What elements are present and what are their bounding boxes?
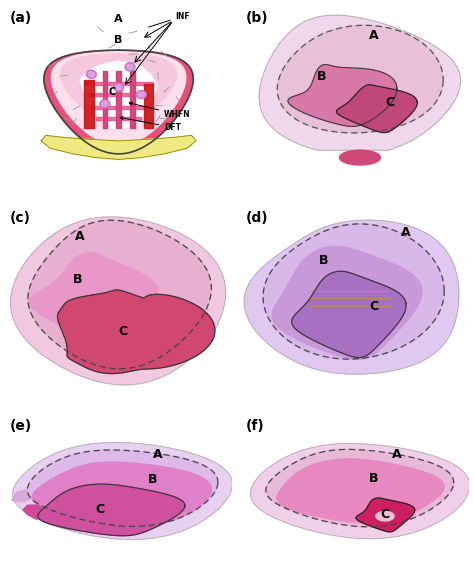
Text: C: C	[369, 300, 378, 313]
Text: C: C	[381, 508, 390, 520]
Polygon shape	[23, 505, 46, 519]
Polygon shape	[57, 290, 215, 373]
Polygon shape	[339, 150, 381, 165]
Polygon shape	[244, 220, 459, 374]
Polygon shape	[288, 65, 397, 126]
Polygon shape	[272, 246, 422, 359]
Polygon shape	[356, 498, 415, 532]
Polygon shape	[263, 224, 444, 359]
Polygon shape	[51, 52, 186, 145]
Text: B: B	[148, 473, 157, 486]
Polygon shape	[337, 85, 417, 133]
Polygon shape	[44, 50, 193, 154]
Text: A: A	[153, 448, 162, 461]
Text: B: B	[319, 253, 328, 267]
Polygon shape	[292, 271, 406, 358]
Text: (c): (c)	[9, 211, 30, 225]
Text: A: A	[392, 448, 401, 461]
Text: INF: INF	[148, 12, 190, 27]
Circle shape	[127, 64, 133, 69]
Circle shape	[138, 92, 145, 97]
Text: (f): (f)	[246, 418, 265, 433]
Polygon shape	[38, 484, 185, 536]
Polygon shape	[13, 443, 232, 539]
Polygon shape	[29, 252, 158, 341]
Text: B: B	[114, 35, 123, 45]
Polygon shape	[27, 450, 218, 526]
Text: A: A	[401, 226, 410, 239]
Text: B: B	[317, 70, 326, 83]
Polygon shape	[61, 54, 176, 121]
Polygon shape	[44, 50, 193, 154]
Polygon shape	[376, 511, 394, 521]
Circle shape	[100, 100, 110, 108]
Polygon shape	[10, 217, 226, 385]
Text: A: A	[75, 230, 85, 243]
Text: A: A	[114, 14, 123, 24]
Polygon shape	[250, 444, 470, 539]
Text: (d): (d)	[246, 211, 269, 225]
Text: WHFN: WHFN	[129, 102, 191, 119]
Text: (a): (a)	[9, 12, 32, 25]
Circle shape	[86, 70, 96, 78]
Text: (e): (e)	[9, 418, 32, 433]
Circle shape	[102, 102, 108, 107]
Text: DFT: DFT	[120, 117, 181, 132]
Circle shape	[115, 85, 122, 90]
Circle shape	[125, 63, 135, 71]
Text: C: C	[385, 96, 394, 108]
Polygon shape	[41, 136, 196, 159]
Polygon shape	[32, 462, 211, 527]
Circle shape	[137, 91, 146, 99]
Polygon shape	[80, 61, 157, 130]
Polygon shape	[277, 25, 443, 133]
Text: C: C	[96, 503, 105, 516]
Circle shape	[114, 83, 124, 91]
Circle shape	[88, 72, 94, 77]
Text: C: C	[118, 325, 128, 339]
Text: C: C	[108, 87, 115, 96]
Text: B: B	[73, 273, 82, 286]
Text: A: A	[369, 29, 378, 42]
Polygon shape	[266, 449, 454, 527]
Text: (b): (b)	[246, 12, 269, 25]
Polygon shape	[28, 220, 211, 369]
Text: B: B	[369, 471, 378, 485]
Polygon shape	[259, 15, 461, 150]
Polygon shape	[11, 489, 34, 502]
Polygon shape	[277, 459, 444, 523]
